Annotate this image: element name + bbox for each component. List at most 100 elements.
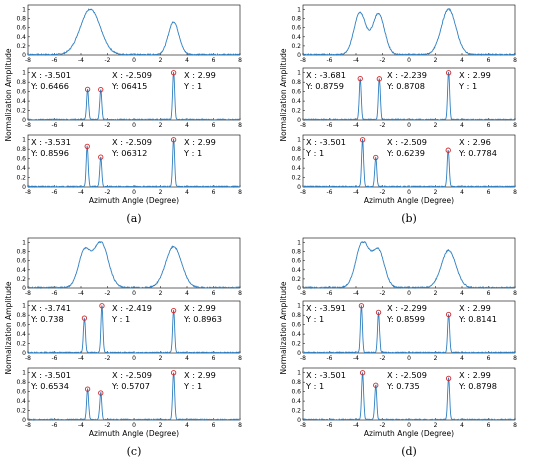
x-tick-label: 0 (132, 422, 136, 429)
x-tick-label: 6 (212, 355, 216, 362)
x-tick-label: 4 (185, 355, 189, 362)
data-label-x: X : -3.501 (31, 70, 71, 80)
x-axis-label: Azimuth Angle (Degree) (89, 429, 179, 438)
y-tick-label: 0.2 (291, 341, 301, 348)
x-tick-label: 4 (460, 189, 464, 196)
data-label-x: X : -2.509 (387, 137, 427, 147)
y-axis-label: Normalization Amplitude (4, 281, 13, 374)
x-tick-label: 0 (132, 189, 136, 196)
y-tick-label: 0.4 (16, 331, 26, 338)
x-tick-label: -2 (380, 122, 386, 129)
y-tick-label: 0 (22, 184, 26, 191)
peak-marker (445, 311, 452, 318)
x-axis-label: Azimuth Angle (Degree) (89, 196, 179, 205)
peak-marker (373, 154, 379, 161)
x-tick-label: -4 (78, 57, 84, 64)
x-tick-label: 2 (159, 57, 163, 64)
peak-marker (373, 382, 379, 388)
data-label-x: X : 2.99 (184, 137, 216, 147)
y-tick-label: 1 (22, 240, 26, 247)
x-tick-label: -2 (105, 422, 111, 429)
data-label-x: X : -2.299 (387, 303, 427, 313)
x-tick-label: 4 (460, 355, 464, 362)
x-tick-label: 4 (185, 122, 189, 129)
x-tick-label: 8 (513, 122, 517, 129)
y-tick-label: 0.4 (16, 398, 26, 405)
peak-marker (359, 137, 366, 143)
subplot-top: -8 -6 -4 -2 0 2 4 6 8 0 0.2 0.4 0.6 0.8 1 (291, 4, 517, 64)
x-tick-label: 2 (159, 355, 163, 362)
data-label-x: X : -3.501 (306, 370, 346, 380)
x-tick-label: 6 (487, 355, 491, 362)
subplot-top: -8 -6 -4 -2 0 2 4 6 8 0 0.2 0.4 0.6 0.8 1 (16, 4, 242, 64)
x-tick-label: 2 (434, 422, 438, 429)
y-tick-label: 0.2 (16, 276, 26, 283)
x-axis-label: Azimuth Angle (Degree) (364, 429, 454, 438)
y-tick-label: 0 (22, 117, 26, 124)
peak-marker (170, 370, 177, 376)
panel-caption: (c) (127, 445, 142, 458)
series-line (27, 72, 241, 121)
peak-marker (84, 143, 90, 150)
subplot-bottom: -8 -6 -4 -2 0 2 4 6 800.20.40.60.81 X : -3.531Y: … (16, 134, 242, 196)
y-tick-label: 0.8 (16, 379, 26, 386)
y-tick-label: 0.6 (16, 25, 26, 32)
data-label-x: X : 2.99 (459, 370, 491, 380)
x-tick-label: -2 (380, 422, 386, 429)
data-label-y: Y: 0.8798 (458, 381, 497, 391)
x-tick-label: 8 (238, 189, 242, 196)
axes-box (302, 4, 516, 56)
x-tick-label: 0 (407, 57, 411, 64)
data-label-x: X : -2.419 (112, 303, 152, 313)
x-tick-label: -4 (78, 355, 84, 362)
series-line (302, 138, 516, 188)
x-tick-label: -2 (380, 57, 386, 64)
chart-panel-c: -8 -6 -4 -2 0 2 4 6 8 0 0.2 0.4 0.6 0.8 1 -8 -6 -4 -2 0 2 4 6 8… (4, 237, 242, 458)
x-tick-label: -8 (300, 122, 306, 129)
x-tick-label: -2 (105, 57, 111, 64)
x-tick-label: 4 (185, 422, 189, 429)
x-tick-label: -6 (52, 189, 58, 196)
x-tick-label: 2 (434, 57, 438, 64)
data-label-y: Y : 1 (458, 81, 477, 91)
y-tick-label: 0 (22, 52, 26, 59)
data-label-y: Y: 0.6534 (30, 381, 69, 391)
data-label-y: Y: 06415 (111, 81, 147, 91)
y-tick-label: 0.8 (16, 249, 26, 256)
series-line (302, 305, 516, 355)
peak-marker (170, 307, 177, 314)
data-label-y: Y: 0.8708 (386, 81, 425, 91)
y-tick-label: 1 (297, 303, 301, 310)
subplot-middle: -8 -6 -4 -2 0 2 4 6 800.20.40.60.81 X : -3.501Y: … (16, 67, 242, 129)
y-tick-label: 0.6 (16, 389, 26, 396)
panel-caption: (a) (126, 212, 141, 225)
panel-caption: (d) (401, 445, 417, 458)
chart-panel-b: -8 -6 -4 -2 0 2 4 6 8 0 0.2 0.4 0.6 0.8 1 -8 -6 -4 -2 0 2 4 6 8… (279, 4, 517, 225)
panel-caption: (b) (401, 212, 417, 225)
axes-box (27, 237, 241, 289)
data-label-x: X : -2.239 (387, 70, 427, 80)
y-tick-label: 0.2 (291, 408, 301, 415)
data-label-y: Y: 06312 (111, 148, 147, 158)
peak-marker (376, 76, 382, 82)
series-line (27, 138, 241, 189)
y-tick-label: 1 (297, 70, 301, 77)
data-label-y: Y: 0.8141 (458, 314, 497, 324)
data-label-x: X : -3.741 (31, 303, 71, 313)
x-tick-label: 8 (513, 355, 517, 362)
axes-box (302, 237, 516, 289)
x-tick-label: 0 (407, 290, 411, 297)
x-tick-label: 4 (460, 290, 464, 297)
data-label-x: X : -2.509 (112, 70, 152, 80)
data-label-y: Y : 1 (183, 381, 202, 391)
y-axis-label: Normalization Amplitude (279, 281, 288, 374)
x-tick-label: 0 (407, 422, 411, 429)
y-tick-label: 0.6 (16, 89, 26, 96)
x-tick-label: -4 (353, 355, 359, 362)
series-line (302, 240, 515, 290)
y-tick-label: 0 (297, 52, 301, 59)
y-tick-label: 1 (22, 137, 26, 144)
y-tick-label: 0.6 (291, 89, 301, 96)
series-line (27, 305, 240, 355)
